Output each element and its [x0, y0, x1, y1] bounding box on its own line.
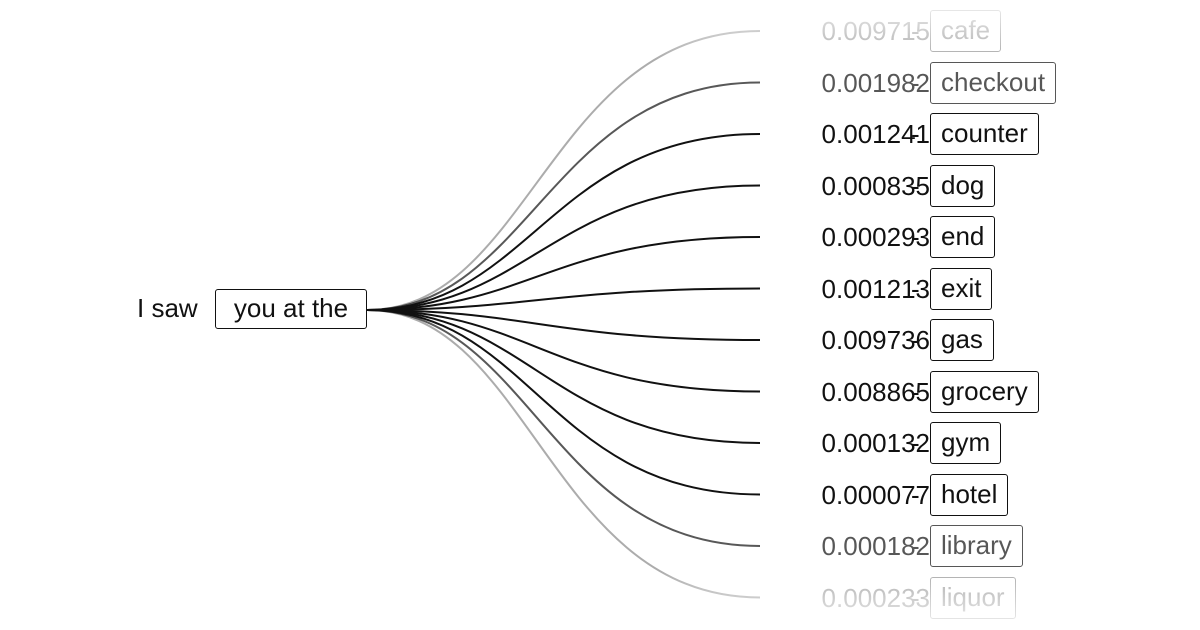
leaf-word-box: checkout — [930, 61, 1057, 104]
leaf-row: 0.000293- end — [0, 215, 1200, 259]
leaf-row: 0.000077- hotel — [0, 473, 1200, 517]
leaf-word-box: hotel — [930, 473, 1009, 516]
branch-gym — [366, 309, 761, 444]
leaf-word-box: gym — [930, 422, 1002, 464]
branch-grocery — [366, 309, 761, 393]
leaf-probability: 0.001213 — [821, 273, 930, 304]
leaf-probability: 0.000835 — [821, 170, 930, 201]
leaf-separator: - — [911, 479, 920, 510]
leaf-row: 0.001241- counter — [0, 112, 1200, 156]
branch-counter — [366, 133, 761, 311]
branch-exit — [366, 287, 761, 311]
leaf-probability: 0.009715 — [821, 16, 930, 46]
leaf-separator: - — [911, 67, 920, 98]
leaf-separator: - — [911, 325, 920, 355]
leaf-probability: 0.000182 — [821, 531, 930, 561]
leaf-separator: - — [911, 119, 920, 149]
leaf-row: 0.008865- grocery — [0, 370, 1200, 414]
leaf-word-box: dog — [930, 164, 996, 207]
leaf-separator: - — [911, 531, 920, 561]
leaf-row: 0.009715- cafe — [0, 9, 1200, 53]
leaf-probability: 0.008865 — [821, 376, 930, 407]
leaf-word-box: counter — [930, 113, 1039, 155]
leaf-row: 0.000233- liquor — [0, 576, 1200, 620]
leaf-row: 0.001982- checkout — [0, 61, 1200, 105]
leaf-probability: 0.000233 — [821, 582, 930, 613]
leaf-word-box: cafe — [930, 10, 1002, 52]
leaf-separator: - — [911, 222, 920, 252]
branch-hotel — [366, 309, 761, 496]
leaf-word-box: end — [930, 216, 996, 258]
leaf-probability: 0.001241 — [821, 119, 930, 149]
leaf-probability: 0.000293 — [821, 222, 930, 252]
leaf-probability: 0.001982 — [821, 67, 930, 98]
branch-library — [366, 309, 761, 547]
leaf-row: 0.000182- library — [0, 524, 1200, 568]
leaf-separator: - — [911, 376, 920, 407]
leaf-separator: - — [911, 16, 920, 46]
leaf-word-box: gas — [930, 319, 994, 361]
leaf-separator: - — [911, 582, 920, 613]
leaf-probability: 0.009736 — [821, 325, 930, 355]
leaf-separator: - — [911, 428, 920, 458]
leaf-separator: - — [911, 273, 920, 304]
leaf-word-box: grocery — [930, 370, 1039, 413]
branch-gas — [366, 309, 761, 341]
branch-dog — [366, 184, 761, 311]
prefix-boxed-text: you at the — [215, 289, 367, 329]
leaf-row: 0.009736- gas — [0, 318, 1200, 362]
leaf-probability: 0.000077 — [821, 479, 930, 510]
leaf-word-box: liquor — [930, 576, 1016, 619]
leaf-row: 0.001213- exit — [0, 267, 1200, 311]
leaf-row: 0.000835- dog — [0, 164, 1200, 208]
prefix-text: I saw — [137, 293, 198, 323]
leaf-probability: 0.000132 — [821, 428, 930, 458]
leaf-row: 0.000132- gym — [0, 421, 1200, 465]
branch-checkout — [366, 81, 761, 311]
leaf-word-box: exit — [930, 267, 993, 310]
leaf-word-box: library — [930, 525, 1023, 567]
branch-end — [366, 236, 761, 311]
leaf-separator: - — [911, 170, 920, 201]
